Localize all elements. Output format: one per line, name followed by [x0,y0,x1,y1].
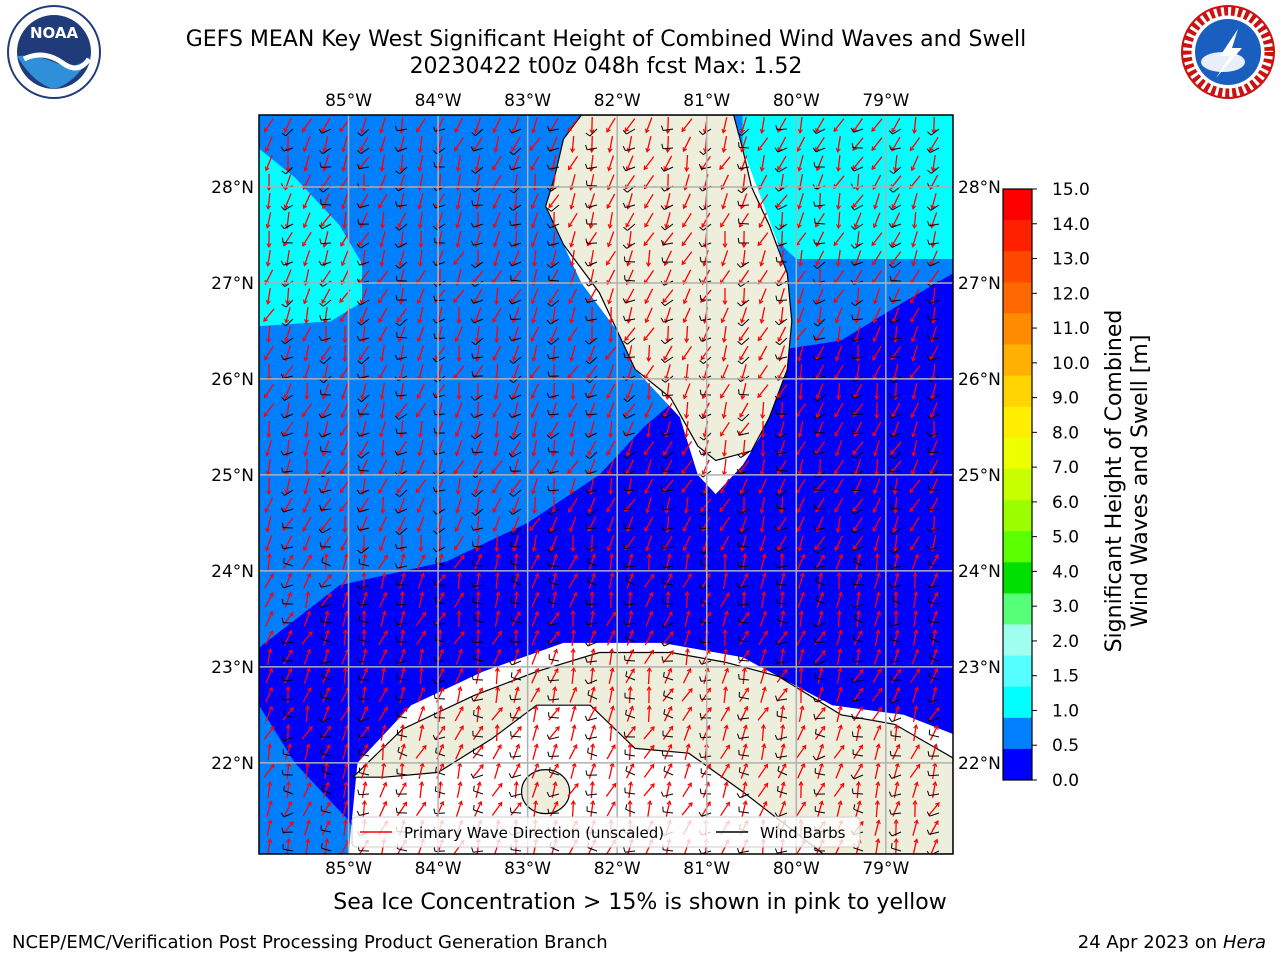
lon-tick-label-top: 85°W [325,91,372,111]
footer-date: 24 Apr 2023 on Hera [1077,932,1266,953]
colorbar-tick-label: 6.0 [1052,493,1079,513]
lon-tick-label-bottom: 80°W [773,859,820,879]
lon-tick-label-top: 83°W [504,91,551,111]
lat-tick-label-left: 28°N [211,178,254,198]
sea-ice-note: Sea Ice Concentration > 15% is shown in … [333,890,947,915]
lon-tick-label-bottom: 84°W [415,859,462,879]
map-legend [351,816,861,848]
florida-landmass [544,115,793,462]
lon-tick-label-top: 80°W [773,91,820,111]
legend-wave-label: Primary Wave Direction (unscaled) [404,824,664,842]
colorbar-segment [1003,655,1032,688]
isla-juventud-landmass [520,769,571,815]
lon-tick-label-top: 82°W [594,91,641,111]
lon-tick-label-top: 84°W [415,91,462,111]
colorbar-tick-label: 9.0 [1052,389,1079,409]
colorbar-tick-label: 8.0 [1052,423,1079,443]
wave-band-0.5-1.0-sw [259,705,367,854]
colorbar-frame [1002,188,1033,781]
colorbar-segment [1003,220,1032,252]
footer-credit: NCEP/EMC/Verification Post Processing Pr… [12,932,608,953]
colorbar-segment [1003,500,1032,532]
colorbar-segment [1003,344,1032,377]
lon-tick-label-bottom: 82°W [594,859,641,879]
colorbar-tick-label: 14.0 [1052,215,1090,235]
colorbar-segment [1003,468,1032,501]
colorbar-segment [1003,313,1032,345]
colorbar-segment [1003,251,1032,283]
colorbar-segment [1003,748,1032,781]
lat-tick-label-left: 23°N [211,658,254,678]
colorbar-tick-label: 13.0 [1052,250,1090,270]
colorbar-segment [1003,375,1032,408]
colorbar-tick-label: 15.0 [1052,180,1090,200]
colorbar-tick-label: 10.0 [1052,354,1090,374]
colorbar-tick-label: 2.0 [1052,632,1079,652]
lon-tick-label-top: 79°W [862,91,909,111]
lat-tick-label-left: 24°N [211,562,254,582]
map-frame [258,114,954,855]
colorbar-segment [1003,531,1032,563]
colorbar-tick-label: 4.0 [1052,562,1079,582]
lon-tick-label-bottom: 79°W [862,859,909,879]
colorbar-segment [1003,189,1032,221]
lat-tick-label-right: 28°N [958,178,1001,198]
lat-tick-label-left: 25°N [211,466,254,486]
lat-tick-label-left: 26°N [211,370,254,390]
lat-tick-label-right: 26°N [958,370,1001,390]
colorbar-tick-label: 1.5 [1052,667,1079,687]
chart-title: GEFS MEAN Key West Significant Height of… [185,27,1027,52]
lon-tick-label-bottom: 81°W [683,859,730,879]
lat-tick-label-right: 25°N [958,466,1001,486]
wind-barbs [280,124,940,854]
nws-logo-icon [1181,5,1275,99]
lon-tick-label-bottom: 85°W [325,859,372,879]
colorbar-segment [1003,282,1032,314]
colorbar-tick-label: 5.0 [1052,528,1079,548]
colorbar-tick-label: 7.0 [1052,458,1079,478]
colorbar-tick-label: 0.5 [1052,736,1079,756]
colorbar-segment [1003,686,1032,719]
colorbar-tick-label: 1.0 [1052,701,1079,721]
lat-tick-label-right: 27°N [958,274,1001,294]
lat-tick-label-right: 24°N [958,562,1001,582]
lon-tick-label-top: 81°W [683,91,730,111]
colorbar-tick-label: 0.0 [1052,771,1079,791]
colorbar-segment [1003,562,1032,594]
lat-tick-label-left: 27°N [211,274,254,294]
colorbar-tick-label: 11.0 [1052,319,1090,339]
colorbar-segment [1003,437,1032,470]
lon-tick-label-bottom: 83°W [504,859,551,879]
colorbar-segment [1003,593,1032,625]
lat-tick-label-left: 22°N [211,754,254,774]
colorbar-tick-label: 12.0 [1052,284,1090,304]
legend-wind-label: Wind Barbs [760,824,846,842]
svg-text:NOAA: NOAA [30,24,79,42]
colorbar-tick-label: 3.0 [1052,597,1079,617]
lat-tick-label-right: 22°N [958,754,1001,774]
colorbar-segment [1003,406,1032,439]
chart-subtitle: 20230422 t00z 048h fcst Max: 1.52 [409,54,803,79]
colorbar-segment [1003,624,1032,657]
colorbar-segment [1003,717,1032,750]
noaa-logo-icon: NOAA [7,5,101,99]
lat-tick-label-right: 23°N [958,658,1001,678]
